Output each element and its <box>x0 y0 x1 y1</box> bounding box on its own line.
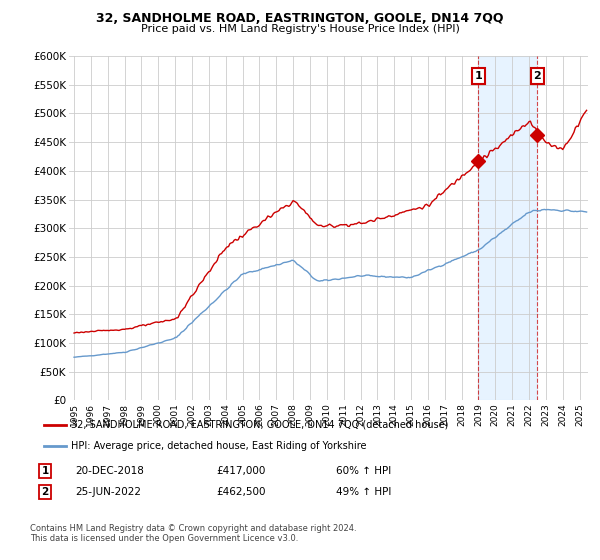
Text: 1: 1 <box>41 466 49 476</box>
Text: £462,500: £462,500 <box>216 487 265 497</box>
Text: 1: 1 <box>475 71 482 81</box>
Text: 49% ↑ HPI: 49% ↑ HPI <box>336 487 391 497</box>
Text: 25-JUN-2022: 25-JUN-2022 <box>75 487 141 497</box>
Text: Price paid vs. HM Land Registry's House Price Index (HPI): Price paid vs. HM Land Registry's House … <box>140 24 460 34</box>
Bar <box>478 56 538 400</box>
Text: 20-DEC-2018: 20-DEC-2018 <box>75 466 144 476</box>
Text: £417,000: £417,000 <box>216 466 265 476</box>
Text: 32, SANDHOLME ROAD, EASTRINGTON, GOOLE, DN14 7QQ: 32, SANDHOLME ROAD, EASTRINGTON, GOOLE, … <box>96 12 504 25</box>
Text: Contains HM Land Registry data © Crown copyright and database right 2024.
This d: Contains HM Land Registry data © Crown c… <box>30 524 356 543</box>
Text: 60% ↑ HPI: 60% ↑ HPI <box>336 466 391 476</box>
Text: HPI: Average price, detached house, East Riding of Yorkshire: HPI: Average price, detached house, East… <box>71 441 367 451</box>
Text: 2: 2 <box>533 71 541 81</box>
Text: 2: 2 <box>41 487 49 497</box>
Text: 32, SANDHOLME ROAD, EASTRINGTON, GOOLE, DN14 7QQ (detached house): 32, SANDHOLME ROAD, EASTRINGTON, GOOLE, … <box>71 420 448 430</box>
